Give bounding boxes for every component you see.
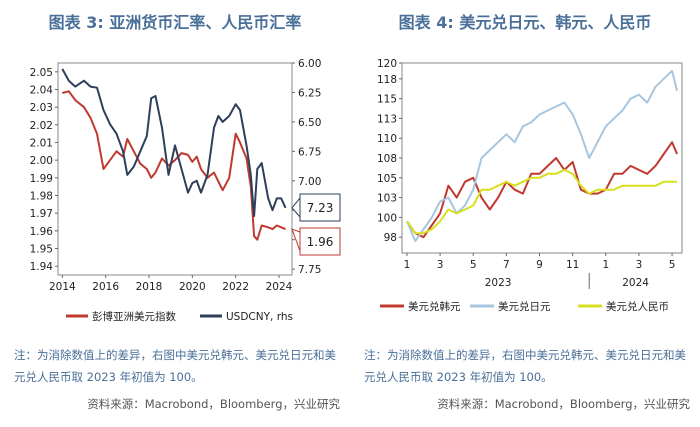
legend-label: 美元兑日元 <box>498 300 551 313</box>
x-tick-label: 1 <box>404 259 411 271</box>
x-tick-label: 2020 <box>179 281 206 293</box>
y-tick-label: 105 <box>377 173 397 185</box>
x-tick-label: 3 <box>636 259 643 271</box>
y-tick-label: 98 <box>384 232 397 244</box>
legend-label: 彭博亚洲美元指数 <box>92 310 176 323</box>
plot-frame <box>401 62 683 254</box>
y-tick-label: 110 <box>377 133 397 145</box>
chart-source: 资料来源：Macrobond，Bloomberg，兴业研究 <box>437 397 690 411</box>
chart-title: 图表 4: 美元兑日元、韩元、人民币 <box>398 13 652 32</box>
chart-source: 资料来源：Macrobond，Bloomberg，兴业研究 <box>87 397 340 411</box>
series-line <box>61 68 287 218</box>
legend-label: 美元兑韩元 <box>408 300 461 313</box>
end-label-box <box>299 193 341 222</box>
y-tick-label: 2.05 <box>30 67 53 79</box>
y-tick-label: 115 <box>377 94 397 106</box>
left-chart: 2.05 2.04 2.03 2.02 2.01 2.00 1.99 1.98 1.97 1.96… <box>30 58 341 323</box>
end-label-value: 1.96 <box>307 235 334 249</box>
y-tick-label: 2.04 <box>30 85 54 97</box>
y2-tick-label: 7.00 <box>298 176 321 188</box>
y-tick-label: 100 <box>377 212 397 224</box>
y-tick-label: 1.95 <box>30 244 53 256</box>
chart-note: 注：为消除数值上的差异，右图中美元兑韩元、美元兑日元和美元兑人民币取 2023 … <box>364 348 686 384</box>
y-tick-label: 1.96 <box>30 226 54 238</box>
y-tick-label: 2.00 <box>30 155 53 167</box>
x-tick-label: 5 <box>669 259 676 271</box>
y2-tick-label: 7.75 <box>298 264 321 276</box>
end-label-pointer <box>291 196 301 219</box>
end-label-box <box>299 227 341 256</box>
legend-label: USDCNY, rhs <box>226 311 293 323</box>
x-tick-label: 2014 <box>49 281 76 293</box>
right-panel: 图表 4: 美元兑日元、韩元、人民币 120 118 115 113 110 108 105… <box>350 0 700 427</box>
y-tick-label: 120 <box>377 58 397 70</box>
y2-tick-label: 6.25 <box>298 87 321 99</box>
y-tick-label: 2.03 <box>30 102 53 114</box>
y-tick-label: 108 <box>377 153 397 165</box>
series-line <box>406 168 677 235</box>
x-group-label: 2023 <box>485 277 512 289</box>
x-tick-label: 11 <box>566 259 579 271</box>
x-tick-label: 2024 <box>266 281 293 293</box>
y-tick-label: 1.99 <box>30 173 53 185</box>
x-group-label: 2024 <box>622 277 649 289</box>
x-tick-label: 5 <box>470 259 477 271</box>
x-tick-label: 9 <box>536 259 543 271</box>
x-tick-label: 2018 <box>136 281 163 293</box>
x-tick-label: 2022 <box>222 281 249 293</box>
y-tick-label: 2.02 <box>30 120 53 132</box>
x-tick-label: 1 <box>602 259 609 271</box>
chart-note: 注：为消除数值上的差异，右图中美元兑韩元、美元兑日元和美元兑人民币取 2023 … <box>14 348 336 384</box>
series-line <box>62 90 286 241</box>
y2-tick-label: 6.50 <box>298 117 321 129</box>
y-tick-label: 113 <box>377 113 397 125</box>
x-tick-label: 2016 <box>92 281 119 293</box>
y-tick-label: 1.94 <box>30 261 54 273</box>
y-tick-label: 103 <box>377 193 397 205</box>
end-label-value: 7.23 <box>307 201 334 215</box>
left-panel: 图表 3: 亚洲货币汇率、人民币汇率 2.05 2.04 2.03 2.02 2.01 2… <box>14 13 341 411</box>
series-line <box>406 141 678 239</box>
series-line <box>406 69 678 243</box>
x-tick-label: 3 <box>437 259 444 271</box>
y-tick-label: 118 <box>377 74 397 86</box>
y2-tick-label: 6.00 <box>298 58 321 70</box>
y-tick-label: 1.98 <box>30 191 53 203</box>
legend-label: 美元兑人民币 <box>606 300 669 313</box>
x-tick-label: 7 <box>503 259 510 271</box>
y-tick-label: 2.01 <box>30 138 53 150</box>
plot-frame <box>57 62 293 276</box>
y-tick-label: 1.97 <box>30 208 53 220</box>
chart-title: 图表 3: 亚洲货币汇率、人民币汇率 <box>48 13 302 32</box>
y2-tick-label: 6.75 <box>298 146 321 158</box>
